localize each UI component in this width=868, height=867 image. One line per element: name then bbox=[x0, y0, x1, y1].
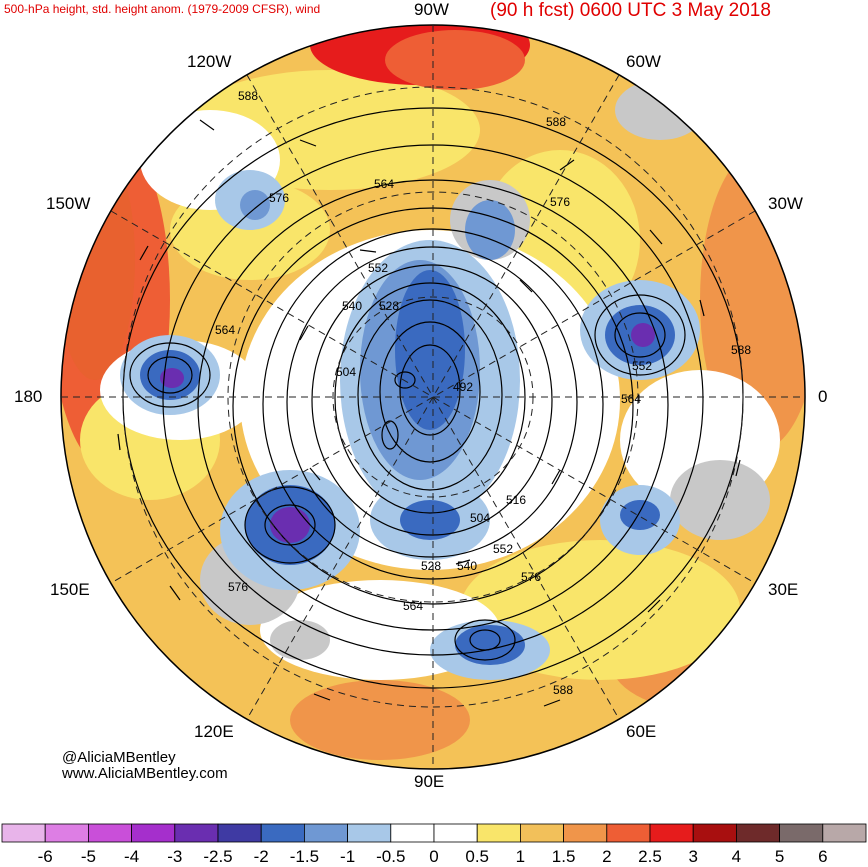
colorbar-swatch bbox=[174, 823, 219, 843]
colorbar-tick-label: -2.5 bbox=[203, 847, 233, 866]
contour-label: 576 bbox=[521, 570, 541, 584]
colorbar-tick-label: -1.5 bbox=[289, 847, 320, 866]
contour-label: 576 bbox=[269, 191, 289, 205]
colorbar-swatch bbox=[736, 823, 781, 843]
colorbar-tick-label: 0 bbox=[429, 847, 439, 866]
right-title: (90 h fcst) 0600 UTC 3 May 2018 bbox=[490, 0, 771, 21]
colorbar-swatch bbox=[606, 823, 651, 843]
contour-label: 564 bbox=[215, 323, 235, 337]
lon-label-bottom: 90E bbox=[414, 772, 445, 791]
colorbar-tick-label: 2 bbox=[602, 847, 612, 866]
contour-label: 564 bbox=[403, 599, 423, 613]
contour-label: 504 bbox=[336, 365, 356, 379]
colorbar-swatch bbox=[217, 823, 262, 843]
colorbar-tick-label: 3 bbox=[688, 847, 698, 866]
colorbar-swatch bbox=[260, 823, 305, 843]
colorbar-swatch bbox=[347, 823, 392, 843]
contour-label: 516 bbox=[506, 493, 526, 507]
colorbar-swatch bbox=[822, 823, 867, 843]
wind-barbs bbox=[117, 119, 741, 707]
colorbar-tick-label: 6 bbox=[818, 847, 828, 866]
colorbar-swatch bbox=[433, 823, 478, 843]
credit-handle: @AliciaMBentley bbox=[62, 749, 176, 766]
colorbar-tick-label: 5 bbox=[774, 847, 785, 866]
contour-label: 492 bbox=[453, 380, 473, 394]
colorbar-swatch bbox=[88, 823, 133, 843]
colorbar-swatch bbox=[390, 823, 435, 843]
colorbar-swatch bbox=[44, 823, 89, 843]
contour-label: 552 bbox=[493, 542, 513, 556]
lon-label-lower-right: 30E bbox=[768, 580, 799, 599]
colorbar-tick-label: -0.5 bbox=[376, 847, 406, 866]
lon-label-top-left: 120W bbox=[187, 52, 232, 71]
left-title: 500-hPa height, std. height anom. (1979-… bbox=[4, 2, 321, 16]
contour-label: 588 bbox=[731, 343, 751, 357]
contour-label: 588 bbox=[546, 115, 566, 129]
lon-label-right: 0 bbox=[818, 387, 828, 406]
colorbar-tick-label: -6 bbox=[37, 847, 53, 866]
colorbar-tick-label: 0.5 bbox=[465, 847, 489, 866]
lon-label-top: 90W bbox=[414, 0, 449, 19]
colorbar-tick-label: -4 bbox=[124, 847, 140, 866]
colorbar-swatch bbox=[1, 823, 46, 843]
contour-label: 528 bbox=[379, 299, 399, 313]
contour-label: 576 bbox=[550, 195, 570, 209]
colorbar-tick-label: 2.5 bbox=[638, 847, 662, 866]
colorbar-tick-label: 4 bbox=[731, 847, 742, 866]
colorbar bbox=[1, 823, 867, 843]
contour-label: 576 bbox=[228, 580, 248, 594]
lon-label-bottom-left: 120E bbox=[194, 722, 234, 741]
colorbar-swatch bbox=[692, 823, 737, 843]
lon-label-upper-right: 30W bbox=[768, 194, 803, 213]
colorbar-swatch bbox=[563, 823, 608, 843]
colorbar-swatch bbox=[476, 823, 521, 843]
contour-label: 528 bbox=[421, 559, 441, 573]
colorbar-swatch bbox=[779, 823, 824, 843]
contour-label: 504 bbox=[470, 511, 490, 525]
colorbar-swatch bbox=[649, 823, 694, 843]
contour-label: 564 bbox=[374, 177, 394, 191]
contour-label: 552 bbox=[632, 359, 652, 373]
colorbar-tick-label: -1 bbox=[340, 847, 356, 866]
lon-label-bottom-right: 60E bbox=[626, 722, 657, 741]
contour-label: 540 bbox=[342, 299, 362, 313]
colorbar-tick-label: -5 bbox=[80, 847, 96, 866]
colorbar-tick-label: 1 bbox=[515, 847, 526, 866]
lon-label-left: 180 bbox=[14, 387, 43, 406]
contour-labels: 588 588 576 564 576 552 540 528 564 504 492 552 564 5… bbox=[215, 89, 751, 697]
lon-label-lower-left: 150E bbox=[50, 580, 90, 599]
contour-label: 552 bbox=[368, 261, 388, 275]
colorbar-swatch bbox=[520, 823, 565, 843]
colorbar-tick-label: 1.5 bbox=[551, 847, 576, 866]
colorbar-swatch bbox=[303, 823, 348, 843]
contour-label: 588 bbox=[238, 89, 258, 103]
latitude-longitude-grid bbox=[61, 25, 805, 769]
colorbar-tick-label: -2 bbox=[253, 847, 269, 866]
colorbar-tick-label: -3 bbox=[167, 847, 183, 866]
contour-label: 564 bbox=[621, 392, 641, 406]
lon-label-top-right: 60W bbox=[626, 52, 661, 71]
credit-website: www.AliciaMBentley.com bbox=[62, 765, 228, 782]
contour-label: 588 bbox=[553, 683, 573, 697]
lon-label-upper-left: 150W bbox=[46, 194, 91, 213]
colorbar-swatch bbox=[131, 823, 176, 843]
contour-label: 540 bbox=[457, 559, 477, 573]
